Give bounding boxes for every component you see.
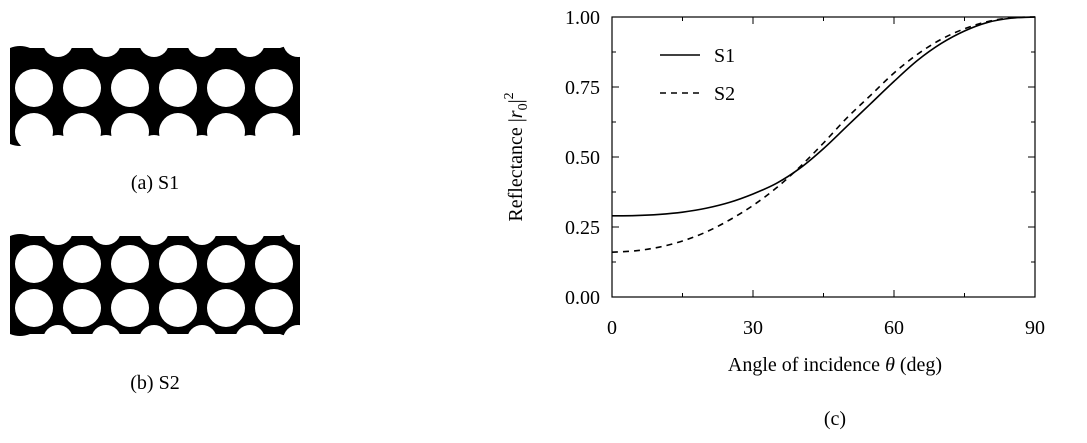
s2-edge-notch bbox=[43, 228, 73, 245]
chart-axes bbox=[611, 16, 1036, 298]
s1-hole bbox=[63, 113, 101, 151]
y-tick-label: 0.50 bbox=[565, 147, 600, 169]
s1-edge-notch bbox=[91, 135, 121, 152]
legend-label-s2: S2 bbox=[714, 83, 735, 105]
s2-edge-notch bbox=[43, 325, 73, 342]
s1-edge-notch bbox=[283, 135, 300, 152]
plot-frame bbox=[611, 16, 1036, 298]
s2-edge-notch bbox=[91, 228, 121, 245]
s1-edge-notch bbox=[235, 40, 265, 57]
s1-edge-notch bbox=[43, 135, 73, 152]
chart-legend: S1 S2 bbox=[660, 45, 735, 105]
x-tick-label: 60 bbox=[884, 317, 904, 339]
s2-edge-notch bbox=[235, 228, 265, 245]
s1-hole bbox=[15, 69, 53, 107]
s2-hole bbox=[63, 289, 101, 327]
s1-hole bbox=[111, 69, 149, 107]
s2-edge-notch bbox=[91, 325, 121, 342]
y-tick-label: 0.00 bbox=[565, 287, 600, 309]
s2-hole bbox=[63, 245, 101, 283]
s2-edge-notch bbox=[235, 325, 265, 342]
s1-hole bbox=[15, 113, 53, 151]
s1-edge-notch bbox=[43, 40, 73, 57]
s1-hole bbox=[159, 69, 197, 107]
series-line-s1 bbox=[611, 16, 1036, 217]
s2-hole bbox=[159, 245, 197, 283]
s1-hole bbox=[63, 69, 101, 107]
y-axis-label: Reflectance |r0|2 bbox=[502, 92, 531, 221]
s2-hole bbox=[255, 289, 293, 327]
s1-hole bbox=[255, 69, 293, 107]
legend-label-s1: S1 bbox=[714, 45, 735, 67]
s1-edge-notch bbox=[139, 135, 169, 152]
s1-hole bbox=[207, 69, 245, 107]
x-tick-label: 30 bbox=[743, 317, 763, 339]
x-axis-label: Angle of incidence θ (deg) bbox=[728, 354, 942, 376]
s2-strip-shape bbox=[10, 234, 300, 336]
structure-s2-image bbox=[10, 228, 300, 342]
s2-holes bbox=[15, 228, 300, 342]
structure-s1-image bbox=[10, 40, 300, 152]
reflectance-chart: 0.00 0.25 0.50 0.75 1.00 0 30 60 90 S1 S2 Angle o… bbox=[502, 7, 1045, 376]
s2-hole bbox=[111, 245, 149, 283]
y-tick-label: 0.25 bbox=[565, 217, 600, 239]
s2-edge-notch bbox=[187, 228, 217, 245]
s1-hole bbox=[255, 113, 293, 151]
s2-hole bbox=[159, 289, 197, 327]
chart-series bbox=[611, 16, 1036, 253]
s2-hole bbox=[15, 289, 53, 327]
series-line-s2 bbox=[611, 16, 1036, 253]
y-tick-label: 0.75 bbox=[565, 77, 600, 99]
s2-edge-notch bbox=[139, 228, 169, 245]
caption-b: (b) S2 bbox=[130, 372, 180, 394]
s2-edge-notch bbox=[283, 325, 300, 342]
s1-hole bbox=[207, 113, 245, 151]
chart-ticks: 0.00 0.25 0.50 0.75 1.00 0 30 60 90 bbox=[565, 7, 1045, 339]
y-tick-label: 1.00 bbox=[565, 7, 600, 29]
s1-edge-notch bbox=[283, 40, 300, 57]
x-tick-label: 90 bbox=[1025, 317, 1045, 339]
s1-edge-notch bbox=[187, 40, 217, 57]
s1-edge-notch bbox=[235, 135, 265, 152]
s2-edge-notch bbox=[187, 325, 217, 342]
s2-edge-notch bbox=[283, 228, 300, 245]
s2-hole bbox=[207, 245, 245, 283]
s1-edge-notch bbox=[91, 40, 121, 57]
caption-c: (c) bbox=[823, 408, 847, 430]
caption-a: (a) S1 bbox=[130, 172, 180, 194]
s1-hole bbox=[159, 113, 197, 151]
s2-hole bbox=[111, 289, 149, 327]
s2-hole bbox=[15, 245, 53, 283]
s2-edge-notch bbox=[139, 325, 169, 342]
s2-hole bbox=[207, 289, 245, 327]
s1-holes bbox=[15, 40, 300, 152]
x-tick-label: 0 bbox=[607, 317, 617, 339]
s1-edge-notch bbox=[187, 135, 217, 152]
s1-hole bbox=[111, 113, 149, 151]
s2-hole bbox=[255, 245, 293, 283]
s1-edge-notch bbox=[139, 40, 169, 57]
